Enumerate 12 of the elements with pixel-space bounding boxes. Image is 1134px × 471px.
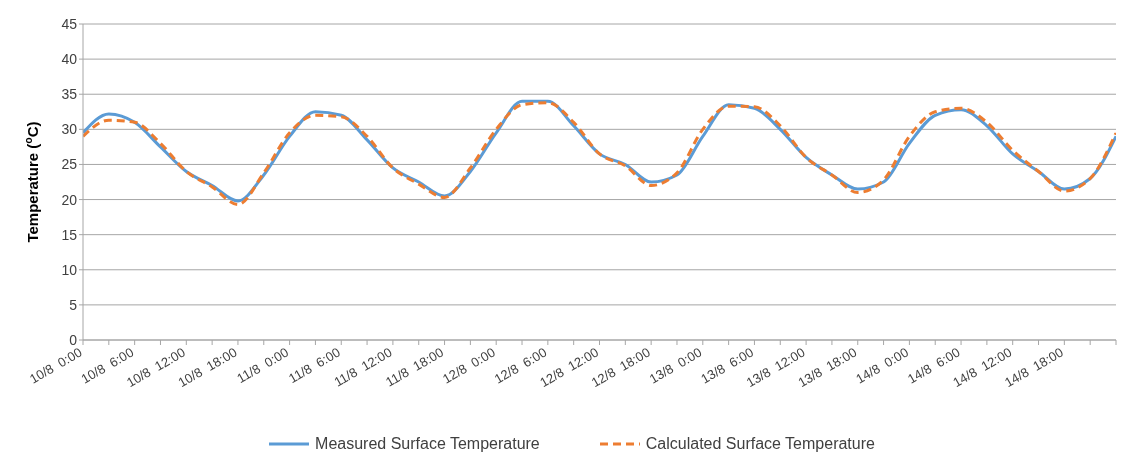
- y-tick-label: 30: [61, 121, 78, 138]
- y-tick-label: 35: [61, 86, 78, 103]
- y-tick-label: 15: [61, 226, 78, 243]
- y-tick-label: 45: [61, 15, 78, 32]
- legend-label: Calculated Surface Temperature: [644, 435, 875, 453]
- y-tick-label: 0: [69, 331, 78, 348]
- y-tick-label: 40: [61, 51, 78, 68]
- y-tick-label: 5: [69, 296, 78, 313]
- y-tick-label: 25: [61, 156, 78, 173]
- y-tick-label: 20: [61, 191, 78, 208]
- legend-label: Measured Surface Temperature: [314, 435, 540, 453]
- y-tick-label: 10: [61, 261, 78, 278]
